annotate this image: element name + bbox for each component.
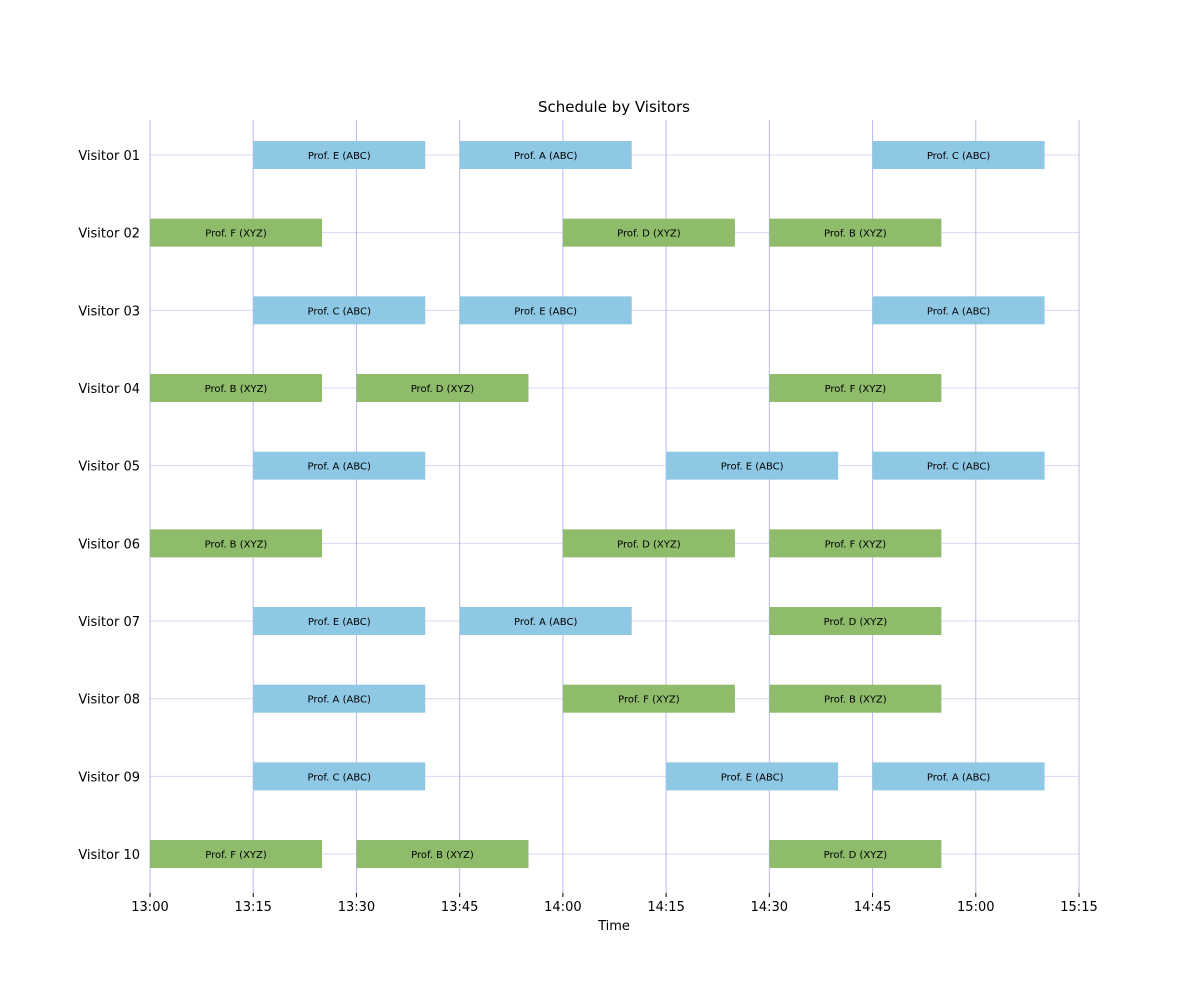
meeting-bar-label: Prof. A (ABC) — [308, 695, 371, 706]
meeting-bar-label: Prof. F (XYZ) — [825, 384, 887, 395]
y-tick-label: Visitor 07 — [78, 615, 140, 630]
x-tick-label: 13:15 — [234, 900, 271, 915]
meeting-bar — [356, 840, 529, 869]
meeting-bar-label: Prof. F (XYZ) — [825, 539, 887, 550]
meeting-bar — [666, 762, 839, 791]
meeting-bar — [459, 141, 632, 169]
meeting-bar-label: Prof. B (XYZ) — [205, 384, 268, 395]
x-tick-label: 15:00 — [957, 900, 994, 915]
y-tick-label: Visitor 10 — [78, 848, 140, 863]
meeting-bar — [253, 684, 426, 713]
meeting-bar — [872, 451, 1045, 480]
meeting-bar — [253, 296, 426, 325]
chart-title: Schedule by Visitors — [538, 98, 690, 116]
meeting-bar-label: Prof. D (XYZ) — [824, 850, 888, 861]
horizontal-gridlines — [150, 154, 1079, 855]
meeting-bar-label: Prof. D (XYZ) — [617, 229, 681, 240]
meeting-bar — [150, 529, 323, 558]
meeting-bar — [150, 374, 323, 403]
meeting-bar — [356, 374, 529, 403]
meeting-bar-label: Prof. F (XYZ) — [205, 850, 267, 861]
meeting-bar — [562, 684, 735, 713]
meeting-bar — [769, 374, 942, 403]
meeting-bar-label: Prof. A (ABC) — [927, 306, 990, 317]
x-tick-label: 14:00 — [544, 900, 581, 915]
meeting-bar-label: Prof. B (XYZ) — [824, 695, 887, 706]
meeting-bar-label: Prof. C (ABC) — [927, 151, 991, 162]
meeting-bars: Prof. E (ABC) Prof. A (ABC) Prof. C (ABC) P… — [150, 141, 1045, 869]
x-tick-label: 14:30 — [751, 900, 788, 915]
meeting-bar-label: Prof. F (XYZ) — [205, 229, 267, 240]
y-axis-tick-labels: Visitor 01 Visitor 02 Visitor 03 Visitor 04… — [78, 149, 140, 863]
meeting-bar-label: Prof. E (ABC) — [514, 306, 577, 317]
meeting-bar-label: Prof. F (XYZ) — [618, 695, 680, 706]
meeting-bar-label: Prof. B (XYZ) — [411, 850, 474, 861]
meeting-bar — [769, 607, 942, 636]
meeting-bar — [253, 451, 426, 480]
y-tick-label: Visitor 06 — [78, 537, 140, 552]
meeting-bar — [872, 762, 1045, 791]
meeting-bar — [253, 762, 426, 791]
meeting-bar-label: Prof. A (ABC) — [514, 151, 577, 162]
meeting-bar — [459, 296, 632, 325]
x-tick-label: 13:30 — [338, 900, 375, 915]
x-axis-label: Time — [597, 919, 630, 934]
meeting-bar-label: Prof. D (XYZ) — [824, 617, 888, 628]
meeting-bar-label: Prof. E (ABC) — [308, 151, 371, 162]
meeting-bar — [253, 607, 426, 636]
y-tick-label: Visitor 09 — [78, 770, 140, 785]
meeting-bar-label: Prof. A (ABC) — [514, 617, 577, 628]
meeting-bar — [562, 529, 735, 558]
meeting-bar — [769, 529, 942, 558]
meeting-bar-label: Prof. C (ABC) — [927, 462, 991, 473]
y-tick-label: Visitor 02 — [78, 227, 140, 242]
meeting-bar — [872, 296, 1045, 325]
y-tick-label: Visitor 01 — [78, 149, 140, 164]
meeting-bar — [666, 451, 839, 480]
y-tick-label: Visitor 03 — [78, 304, 140, 319]
meeting-bar — [872, 141, 1045, 169]
meeting-bar — [150, 218, 323, 247]
meeting-bar — [253, 141, 426, 169]
x-tick-label: 14:45 — [854, 900, 891, 915]
meeting-bar — [562, 218, 735, 247]
meeting-bar-label: Prof. A (ABC) — [927, 772, 990, 783]
meeting-bar-label: Prof. A (ABC) — [308, 462, 371, 473]
meeting-bar — [150, 840, 323, 869]
x-axis-tick-labels: 13:00 13:15 13:30 13:45 14:00 14:15 14:30 14:45… — [131, 893, 1098, 915]
y-tick-label: Visitor 08 — [78, 693, 140, 708]
y-tick-label: Visitor 05 — [78, 460, 140, 475]
meeting-bar — [769, 840, 942, 869]
meeting-bar-label: Prof. C (ABC) — [307, 772, 371, 783]
meeting-bar — [459, 607, 632, 636]
meeting-bar-label: Prof. D (XYZ) — [617, 539, 681, 550]
meeting-bar-label: Prof. E (ABC) — [721, 772, 784, 783]
meeting-bar-label: Prof. E (ABC) — [721, 462, 784, 473]
x-tick-label: 15:15 — [1060, 900, 1097, 915]
x-tick-label: 13:00 — [131, 900, 168, 915]
meeting-bar-label: Prof. C (ABC) — [307, 306, 371, 317]
meeting-bar-label: Prof. B (XYZ) — [205, 539, 268, 550]
meeting-bar-label: Prof. B (XYZ) — [824, 229, 887, 240]
x-tick-label: 14:15 — [647, 900, 684, 915]
meeting-bar-label: Prof. E (ABC) — [308, 617, 371, 628]
meeting-bar — [769, 684, 942, 713]
x-tick-label: 13:45 — [441, 900, 478, 915]
meeting-bar-label: Prof. D (XYZ) — [411, 384, 475, 395]
meeting-bar — [769, 218, 942, 247]
y-tick-label: Visitor 04 — [78, 382, 140, 397]
